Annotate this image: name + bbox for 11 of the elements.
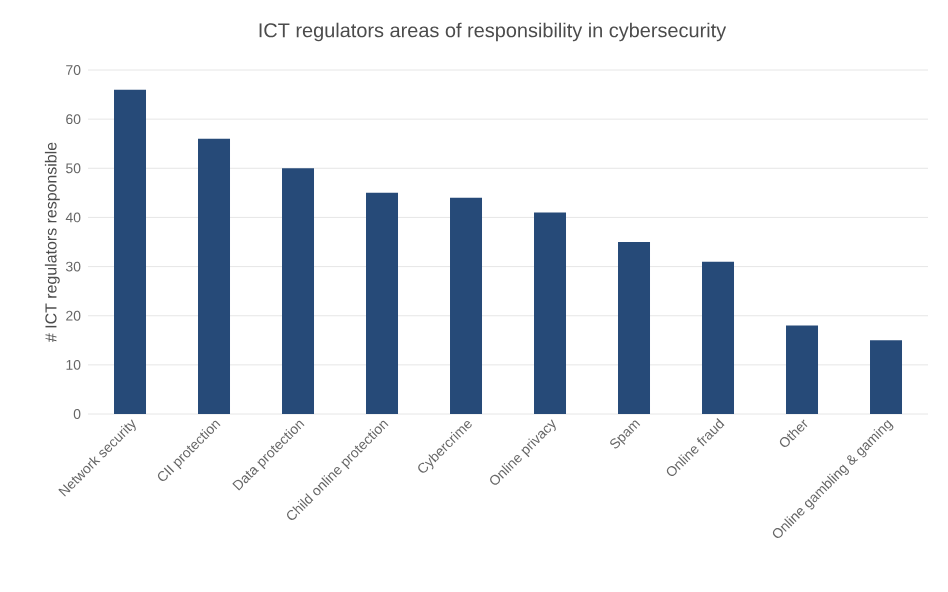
bar [870,340,903,414]
bar [282,168,315,414]
bar [450,197,483,414]
bar [786,325,819,414]
bar [702,261,735,414]
bar [534,212,567,414]
bar [366,192,399,414]
bar [618,242,651,414]
bar [198,138,231,414]
bar [114,89,147,414]
chart-title: ICT regulators areas of responsibility in cybersecurity [259,22,727,42]
